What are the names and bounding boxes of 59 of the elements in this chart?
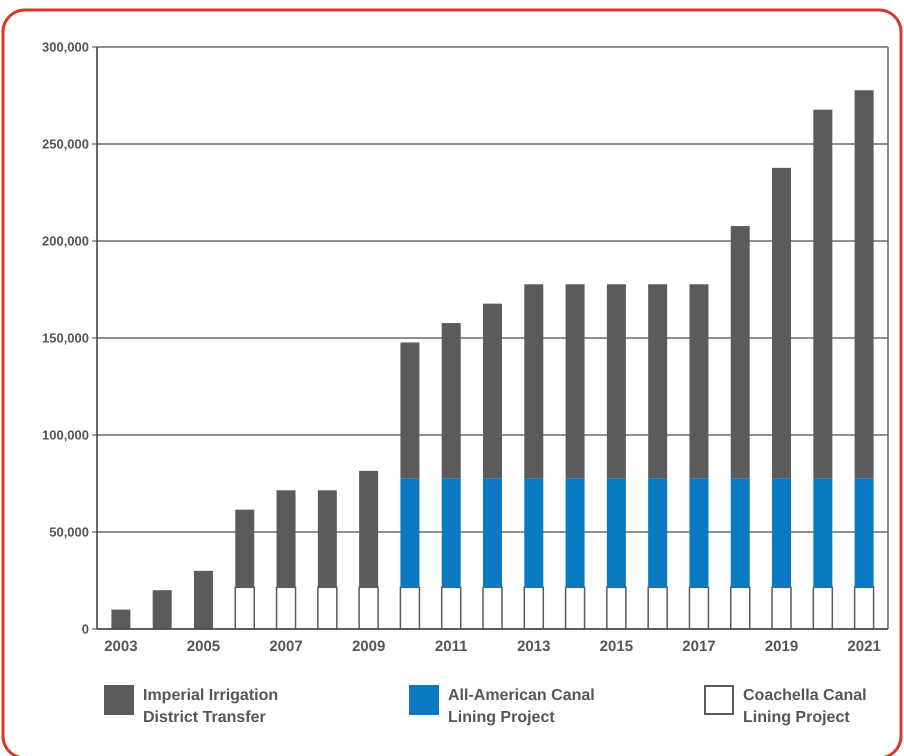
x-tick-label: 2003	[104, 638, 138, 655]
bar	[400, 586, 420, 630]
bar	[194, 570, 213, 629]
bar	[772, 478, 792, 588]
bar	[813, 478, 832, 588]
bar	[688, 586, 710, 630]
bar	[689, 478, 708, 588]
bar	[524, 586, 544, 630]
bar	[771, 586, 792, 630]
bar	[400, 478, 420, 588]
bar	[854, 586, 874, 630]
bar	[400, 342, 420, 478]
x-tick-label: 2011	[434, 638, 468, 655]
bar	[566, 478, 585, 588]
bar	[564, 586, 586, 630]
bar	[854, 478, 874, 588]
bar	[483, 304, 502, 478]
bar	[647, 586, 668, 630]
bar	[483, 478, 502, 588]
bar	[648, 478, 668, 588]
bar	[152, 590, 172, 629]
bar	[648, 284, 668, 478]
bar	[111, 610, 130, 629]
bar	[854, 90, 874, 478]
y-tick-label: 0	[82, 622, 89, 637]
legend-label: All-American Canal Lining Project	[448, 687, 595, 726]
bar	[813, 110, 832, 478]
x-tick-label: 2013	[517, 638, 550, 655]
x-tick-label: 2007	[269, 638, 303, 655]
x-tick-label: 2019	[764, 638, 798, 655]
bar	[772, 168, 792, 478]
y-tick-label: 50,000	[49, 524, 89, 540]
y-tick-label: 200,000	[42, 234, 89, 249]
bar	[524, 478, 544, 588]
bar	[606, 586, 627, 630]
legend-label: Imperial Irrigation District Transfer	[143, 687, 278, 726]
bar	[524, 284, 544, 478]
bar	[442, 323, 461, 478]
bar	[730, 586, 750, 630]
bar	[482, 586, 503, 630]
y-tick-label: 300,000	[42, 40, 89, 55]
bar	[689, 284, 708, 478]
legend-label: Coachella Canal Lining Project	[743, 687, 867, 726]
y-tick-label: 250,000	[42, 136, 89, 152]
bar	[730, 226, 750, 478]
x-tick-label: 2005	[186, 638, 220, 655]
x-tick-label: 2021	[847, 638, 881, 655]
bar	[606, 478, 626, 588]
bar	[440, 586, 462, 630]
y-tick-label: 150,000	[42, 330, 89, 346]
x-tick-label: 2009	[352, 638, 386, 655]
x-tick-label: 2015	[600, 638, 634, 655]
bar	[442, 478, 461, 588]
bar	[812, 586, 834, 630]
bar	[730, 478, 750, 588]
x-tick-label: 2017	[682, 638, 716, 655]
bar	[566, 284, 585, 478]
y-tick-label: 100,000	[42, 428, 89, 443]
bar	[606, 284, 626, 478]
